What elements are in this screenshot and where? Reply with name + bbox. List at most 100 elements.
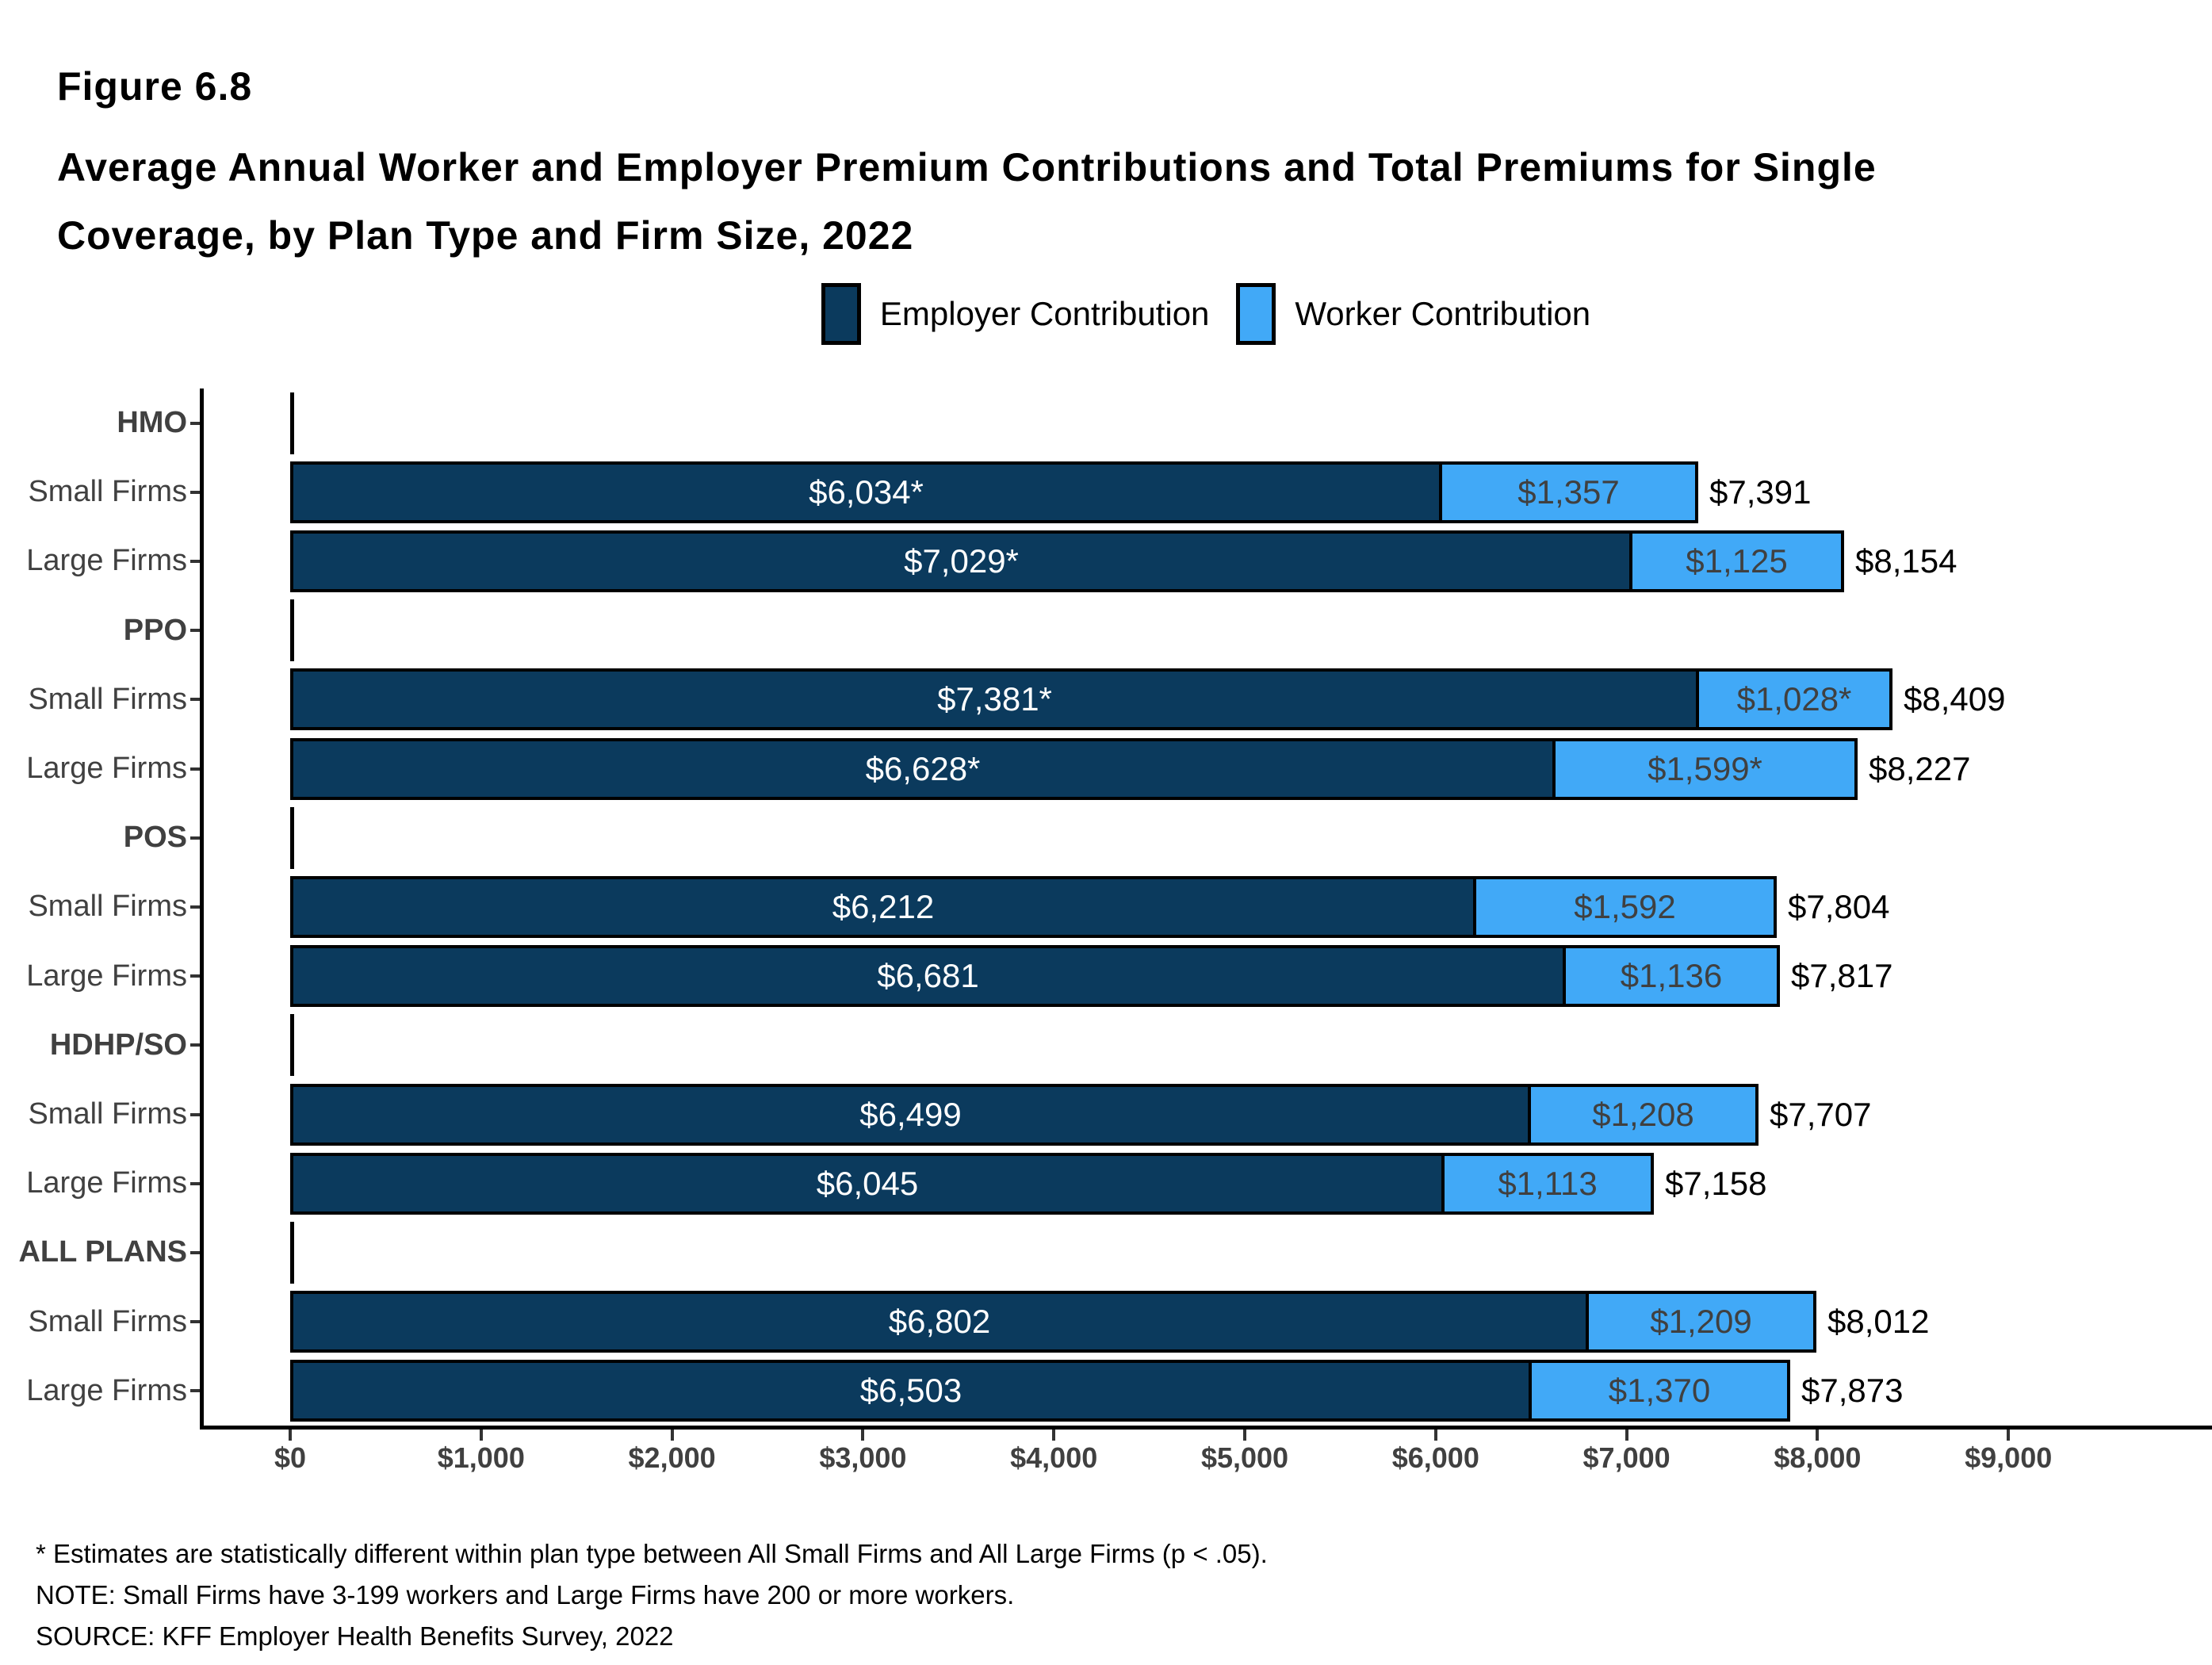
total-premium-label: $8,409	[1904, 680, 2006, 718]
x-axis-tick-1000	[479, 1430, 483, 1441]
total-premium-label: $8,227	[1869, 749, 1971, 787]
y-axis-tick-5	[190, 767, 200, 771]
worker-bar-segment: $1,125	[1629, 530, 1844, 592]
employer-value-label: $6,045	[816, 1164, 919, 1202]
bar-small-firms-7: $6,212 $1,592 $7,804	[290, 876, 1889, 938]
zero-baseline-hdhp-so	[290, 1014, 294, 1077]
x-axis-tick-label-1000: $1,000	[437, 1441, 525, 1474]
worker-value-label: $1,113	[1498, 1164, 1598, 1202]
bar-large-firms-5: $6,628* $1,599* $8,227	[290, 737, 1971, 800]
footnote-note: NOTE: Small Firms have 3-199 workers and…	[36, 1580, 1015, 1610]
x-axis-tick-2000	[670, 1430, 674, 1441]
y-axis-tick-2	[190, 560, 200, 563]
y-axis-tick-0	[190, 421, 200, 425]
y-axis-label-small-firms-4: Small Firms	[28, 682, 187, 716]
x-axis-tick-label-5000: $5,000	[1200, 1441, 1289, 1474]
x-axis-tick-0	[289, 1430, 292, 1441]
employer-value-label: $6,802	[888, 1303, 991, 1341]
worker-bar-segment: $1,113	[1441, 1152, 1654, 1215]
worker-bar-segment: $1,370	[1529, 1360, 1790, 1422]
y-axis-label-hmo-0: HMO	[117, 406, 187, 440]
y-axis-tick-11	[190, 1181, 200, 1185]
legend-item-employer: Employer Contribution	[821, 283, 1210, 345]
x-axis-tick-3000	[861, 1430, 865, 1441]
x-axis-tick-label-6000: $6,000	[1391, 1441, 1479, 1474]
legend-label-employer: Employer Contribution	[879, 295, 1210, 332]
total-premium-label: $7,817	[1791, 957, 1893, 995]
figure-title-line-1: Average Annual Worker and Employer Premi…	[57, 145, 1877, 189]
footnotes: * Estimates are statistically different …	[36, 1533, 1268, 1657]
plot-area	[200, 388, 2212, 1430]
worker-value-label: $1,208	[1592, 1095, 1694, 1133]
y-axis-label-pos-6: POS	[123, 821, 187, 855]
employer-value-label: $6,503	[859, 1372, 962, 1410]
worker-value-label: $1,592	[1574, 888, 1676, 925]
worker-value-label: $1,357	[1517, 473, 1620, 511]
x-axis-tick-label-2000: $2,000	[628, 1441, 716, 1474]
employer-value-label: $7,381*	[937, 680, 1052, 718]
total-premium-label: $8,012	[1827, 1303, 1930, 1341]
employer-bar-segment: $6,628*	[290, 737, 1556, 800]
x-axis-tick-label-8000: $8,000	[1774, 1441, 1862, 1474]
y-axis-label-ppo-3: PPO	[123, 613, 187, 647]
x-axis-tick-6000	[1433, 1430, 1437, 1441]
total-premium-label: $8,154	[1855, 542, 1958, 580]
worker-bar-segment: $1,028*	[1696, 668, 1892, 731]
footnote-source: SOURCE: KFF Employer Health Benefits Sur…	[36, 1621, 674, 1651]
y-axis-label-large-firms-5: Large Firms	[26, 752, 187, 786]
worker-bar-segment: $1,208	[1528, 1083, 1759, 1146]
zero-baseline-ppo	[290, 599, 294, 662]
zero-baseline-pos	[290, 806, 294, 869]
worker-value-label: $1,028*	[1736, 680, 1852, 718]
worker-value-label: $1,136	[1620, 957, 1723, 995]
employer-bar-segment: $6,681	[290, 945, 1566, 1008]
employer-bar-segment: $6,045	[290, 1152, 1445, 1215]
y-axis-label-all-plans-12: ALL PLANS	[18, 1235, 187, 1269]
total-premium-label: $7,873	[1801, 1372, 1904, 1410]
y-axis-tick-12	[190, 1251, 200, 1254]
employer-contribution-swatch	[821, 283, 861, 345]
bar-large-firms-14: $6,503 $1,370 $7,873	[290, 1360, 1903, 1422]
employer-value-label: $6,499	[859, 1095, 962, 1133]
zero-baseline-all-plans	[290, 1222, 294, 1284]
y-axis-tick-9	[190, 1043, 200, 1047]
y-axis-tick-13	[190, 1320, 200, 1324]
y-axis-tick-6	[190, 836, 200, 840]
y-axis-label-small-firms-7: Small Firms	[28, 890, 187, 924]
y-axis-tick-4	[190, 698, 200, 702]
y-axis-label-small-firms-10: Small Firms	[28, 1097, 187, 1131]
legend-label-worker: Worker Contribution	[1295, 295, 1591, 332]
worker-bar-segment: $1,599*	[1552, 737, 1858, 800]
bar-small-firms-1: $6,034* $1,357 $7,391	[290, 461, 1811, 523]
x-axis-tick-8000	[1816, 1430, 1820, 1441]
employer-bar-segment: $6,499	[290, 1083, 1531, 1146]
footnote-significance: * Estimates are statistically different …	[36, 1539, 1268, 1568]
bar-large-firms-2: $7,029* $1,125 $8,154	[290, 530, 1957, 592]
employer-bar-segment: $6,034*	[290, 461, 1442, 523]
figure-number: Figure 6.8	[57, 64, 253, 109]
worker-value-label: $1,209	[1650, 1303, 1752, 1341]
zero-baseline-hmo	[290, 392, 294, 454]
worker-value-label: $1,370	[1608, 1372, 1711, 1410]
worker-value-label: $1,125	[1686, 542, 1788, 580]
y-axis-label-small-firms-1: Small Firms	[28, 475, 187, 509]
worker-bar-segment: $1,592	[1473, 876, 1777, 938]
bar-small-firms-13: $6,802 $1,209 $8,012	[290, 1291, 1929, 1353]
worker-bar-segment: $1,136	[1563, 945, 1780, 1008]
figure-title-line-2: Coverage, by Plan Type and Firm Size, 20…	[57, 213, 914, 258]
y-axis-tick-3	[190, 629, 200, 633]
employer-bar-segment: $6,503	[290, 1360, 1532, 1422]
legend-item-worker: Worker Contribution	[1236, 283, 1590, 345]
figure-title: Average Annual Worker and Employer Premi…	[57, 133, 1877, 270]
y-axis-label-large-firms-11: Large Firms	[26, 1166, 187, 1200]
legend: Employer Contribution Worker Contributio…	[200, 279, 2212, 349]
employer-value-label: $6,681	[877, 957, 979, 995]
employer-bar-segment: $7,029*	[290, 530, 1632, 592]
y-axis-label-hdhp-so-9: HDHP/SO	[49, 1028, 187, 1062]
x-axis-tick-5000	[1243, 1430, 1246, 1441]
employer-value-label: $6,212	[832, 888, 935, 925]
total-premium-label: $7,804	[1788, 888, 1890, 925]
bar-large-firms-11: $6,045 $1,113 $7,158	[290, 1152, 1766, 1215]
x-axis-tick-7000	[1625, 1430, 1628, 1441]
